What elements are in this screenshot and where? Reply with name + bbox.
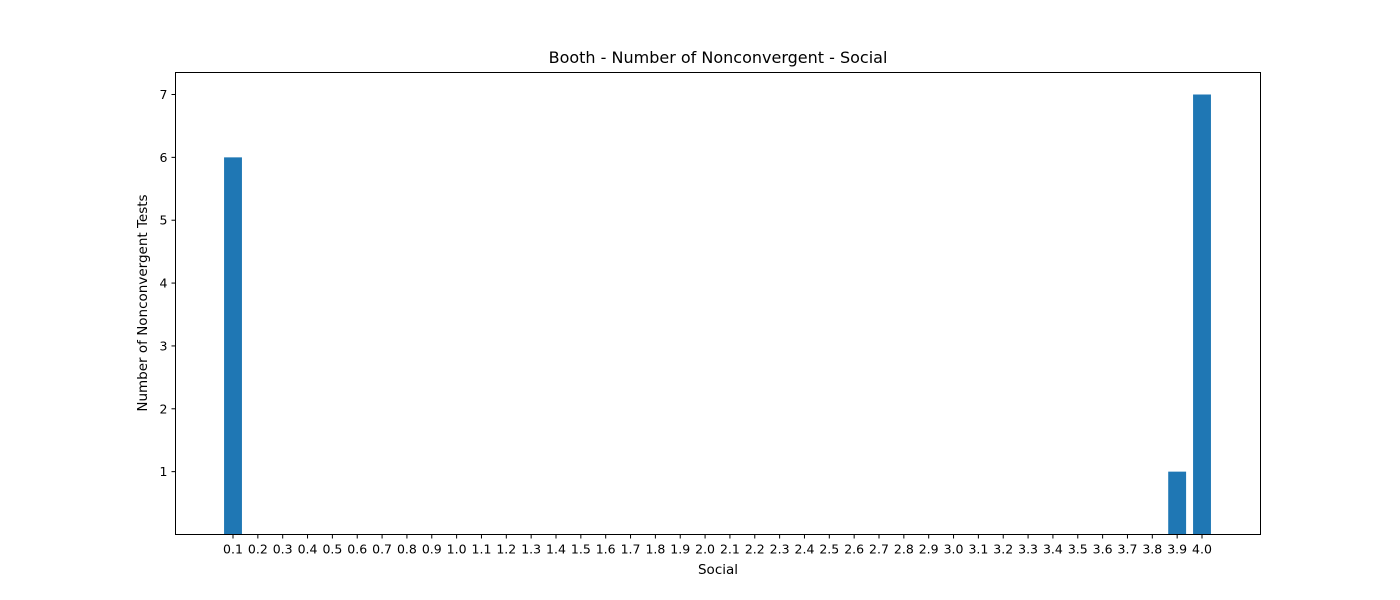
x-tick-label: 2.7: [869, 542, 889, 557]
x-tick-label: 1.1: [472, 542, 492, 557]
x-tick-label: 1.4: [546, 542, 566, 557]
y-tick-label: 7: [160, 87, 168, 102]
y-axis-label: Number of Nonconvergent Tests: [135, 194, 151, 411]
x-tick-label: 1.5: [571, 542, 591, 557]
x-tick-label: 1.9: [670, 542, 690, 557]
x-tick-label: 0.6: [347, 542, 367, 557]
x-tick-label: 2.8: [894, 542, 914, 557]
chart-title: Booth - Number of Nonconvergent - Social: [549, 48, 888, 67]
x-tick-label: 2.6: [844, 542, 864, 557]
x-tick-label: 3.1: [968, 542, 988, 557]
x-tick-label: 1.3: [521, 542, 541, 557]
plot-frame: [175, 72, 1261, 535]
y-tick-label: 5: [160, 213, 168, 228]
x-tick-label: 3.4: [1043, 542, 1063, 557]
x-tick-label: 2.0: [695, 542, 715, 557]
y-tick-label: 1: [160, 464, 168, 479]
x-tick-label: 2.9: [919, 542, 939, 557]
x-tick-label: 3.3: [1018, 542, 1038, 557]
x-tick-label: 0.8: [397, 542, 417, 557]
x-tick-label: 0.2: [248, 542, 268, 557]
x-axis-ticks: 0.1 0.2 0.3 0.4 0.5 0.6 0.7 0.8 0.9 1.0 1.1 1.2 1.3 1…: [223, 534, 1212, 557]
x-tick-label: 0.1: [223, 542, 243, 557]
bar-0.1: [224, 157, 242, 535]
x-tick-label: 1.0: [447, 542, 467, 557]
x-axis-label: Social: [698, 562, 738, 578]
x-tick-label: 2.2: [745, 542, 765, 557]
y-tick-label: 4: [160, 276, 168, 291]
x-tick-label: 3.0: [944, 542, 964, 557]
x-tick-label: 2.5: [819, 542, 839, 557]
y-tick-label: 3: [160, 338, 168, 353]
x-tick-label: 0.5: [322, 542, 342, 557]
x-tick-label: 3.2: [993, 542, 1013, 557]
x-tick-label: 3.8: [1142, 542, 1162, 557]
x-tick-label: 0.9: [422, 542, 442, 557]
y-tick-label: 6: [160, 150, 168, 165]
x-tick-label: 2.1: [720, 542, 740, 557]
x-tick-label: 2.3: [770, 542, 790, 557]
x-tick-label: 3.5: [1068, 542, 1088, 557]
x-tick-label: 1.2: [496, 542, 516, 557]
x-tick-label: 1.8: [645, 542, 665, 557]
y-tick-label: 2: [160, 401, 168, 416]
x-tick-label: 0.4: [298, 542, 318, 557]
y-axis-ticks: 1 2 3 4 5 6 7: [160, 87, 176, 479]
x-tick-label: 3.9: [1167, 542, 1187, 557]
bars-group: [224, 94, 1211, 535]
x-tick-label: 1.6: [596, 542, 616, 557]
x-tick-label: 3.7: [1118, 542, 1138, 557]
bar-3.9: [1168, 471, 1187, 535]
x-tick-label: 0.3: [273, 542, 293, 557]
x-tick-label: 3.6: [1093, 542, 1113, 557]
x-tick-label: 2.4: [795, 542, 815, 557]
x-tick-label: 4.0: [1192, 542, 1212, 557]
x-tick-label: 0.7: [372, 542, 392, 557]
x-tick-label: 1.7: [621, 542, 641, 557]
bar-4.0: [1193, 94, 1211, 535]
